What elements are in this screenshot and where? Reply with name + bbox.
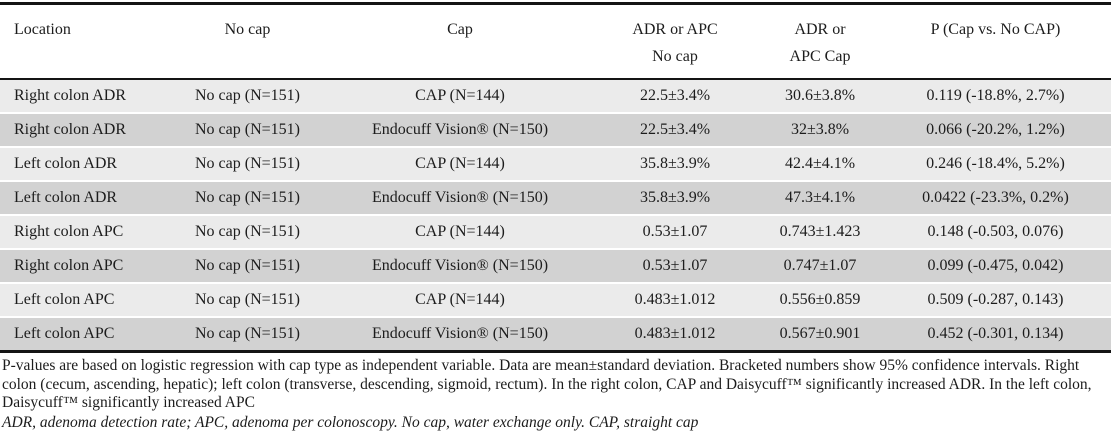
- cell-location: Right colon APC: [0, 249, 165, 284]
- cell-no-cap: No cap (N=151): [165, 283, 330, 318]
- cell-location: Left colon ADR: [0, 181, 165, 216]
- cell-adr-apc-cap: 0.747±1.07: [760, 249, 880, 284]
- table-footnotes: P-values are based on logistic regressio…: [0, 353, 1111, 432]
- cell-cap: Endocuff Vision® (N=150): [330, 249, 590, 284]
- cell-no-cap: No cap (N=151): [165, 317, 330, 350]
- cell-no-cap: No cap (N=151): [165, 79, 330, 114]
- cell-location: Right colon ADR: [0, 113, 165, 148]
- cell-adr-apc-cap: 42.4±4.1%: [760, 147, 880, 182]
- cell-p-value: 0.099 (-0.475, 0.042): [880, 249, 1111, 284]
- cell-adr-apc-no-cap: 0.53±1.07: [590, 249, 760, 284]
- cell-adr-apc-cap: 30.6±3.8%: [760, 79, 880, 114]
- cell-p-value: 0.119 (-18.8%, 2.7%): [880, 79, 1111, 114]
- table-row: Left colon ADR No cap (N=151) Endocuff V…: [0, 181, 1111, 216]
- cell-p-value: 0.509 (-0.287, 0.143): [880, 283, 1111, 318]
- cell-p-value: 0.0422 (-23.3%, 0.2%): [880, 181, 1111, 216]
- cell-cap: CAP (N=144): [330, 147, 590, 182]
- header-adr-apc-no-cap: ADR or APC No cap: [590, 5, 760, 80]
- table-row: Right colon APC No cap (N=151) CAP (N=14…: [0, 215, 1111, 250]
- cell-location: Left colon APC: [0, 283, 165, 318]
- cell-adr-apc-no-cap: 0.483±1.012: [590, 283, 760, 318]
- cell-p-value: 0.066 (-20.2%, 1.2%): [880, 113, 1111, 148]
- cell-adr-apc-no-cap: 22.5±3.4%: [590, 79, 760, 114]
- cell-adr-apc-cap: 0.556±0.859: [760, 283, 880, 318]
- cell-p-value: 0.452 (-0.301, 0.134): [880, 317, 1111, 350]
- header-location: Location: [0, 5, 165, 80]
- cell-cap: Endocuff Vision® (N=150): [330, 317, 590, 350]
- header-cap: Cap: [330, 5, 590, 80]
- cell-adr-apc-no-cap: 0.53±1.07: [590, 215, 760, 250]
- header-row: Location No cap Cap ADR or APC No cap AD…: [0, 5, 1111, 80]
- cell-cap: CAP (N=144): [330, 79, 590, 114]
- cell-cap: CAP (N=144): [330, 283, 590, 318]
- cell-adr-apc-cap: 32±3.8%: [760, 113, 880, 148]
- cell-no-cap: No cap (N=151): [165, 181, 330, 216]
- cell-no-cap: No cap (N=151): [165, 215, 330, 250]
- results-table-container: Location No cap Cap ADR or APC No cap AD…: [0, 2, 1111, 353]
- table-row: Right colon ADR No cap (N=151) CAP (N=14…: [0, 79, 1111, 114]
- table-body: Right colon ADR No cap (N=151) CAP (N=14…: [0, 79, 1111, 350]
- cell-adr-apc-no-cap: 22.5±3.4%: [590, 113, 760, 148]
- header-p-value: P (Cap vs. No CAP): [880, 5, 1111, 80]
- footnote-abbreviations: ADR, adenoma detection rate; APC, adenom…: [2, 413, 699, 431]
- header-no-cap: No cap: [165, 5, 330, 80]
- cell-p-value: 0.246 (-18.4%, 5.2%): [880, 147, 1111, 182]
- cell-no-cap: No cap (N=151): [165, 113, 330, 148]
- cell-adr-apc-no-cap: 35.8±3.9%: [590, 147, 760, 182]
- table-row: Right colon ADR No cap (N=151) Endocuff …: [0, 113, 1111, 148]
- cell-no-cap: No cap (N=151): [165, 147, 330, 182]
- cell-cap: Endocuff Vision® (N=150): [330, 113, 590, 148]
- cell-no-cap: No cap (N=151): [165, 249, 330, 284]
- cell-location: Left colon ADR: [0, 147, 165, 182]
- table-header: Location No cap Cap ADR or APC No cap AD…: [0, 5, 1111, 80]
- header-adr-apc-cap: ADR or APC Cap: [760, 5, 880, 80]
- cell-adr-apc-no-cap: 0.483±1.012: [590, 317, 760, 350]
- table-row: Left colon ADR No cap (N=151) CAP (N=144…: [0, 147, 1111, 182]
- cell-adr-apc-cap: 47.3±4.1%: [760, 181, 880, 216]
- table-row: Left colon APC No cap (N=151) Endocuff V…: [0, 317, 1111, 350]
- cell-location: Right colon ADR: [0, 79, 165, 114]
- cell-cap: Endocuff Vision® (N=150): [330, 181, 590, 216]
- cell-p-value: 0.148 (-0.503, 0.076): [880, 215, 1111, 250]
- cell-location: Right colon APC: [0, 215, 165, 250]
- table-row: Right colon APC No cap (N=151) Endocuff …: [0, 249, 1111, 284]
- cell-adr-apc-cap: 0.567±0.901: [760, 317, 880, 350]
- cell-adr-apc-cap: 0.743±1.423: [760, 215, 880, 250]
- results-table: Location No cap Cap ADR or APC No cap AD…: [0, 5, 1111, 350]
- cell-adr-apc-no-cap: 35.8±3.9%: [590, 181, 760, 216]
- table-row: Left colon APC No cap (N=151) CAP (N=144…: [0, 283, 1111, 318]
- cell-cap: CAP (N=144): [330, 215, 590, 250]
- cell-location: Left colon APC: [0, 317, 165, 350]
- footnote-methods: P-values are based on logistic regressio…: [2, 357, 1092, 411]
